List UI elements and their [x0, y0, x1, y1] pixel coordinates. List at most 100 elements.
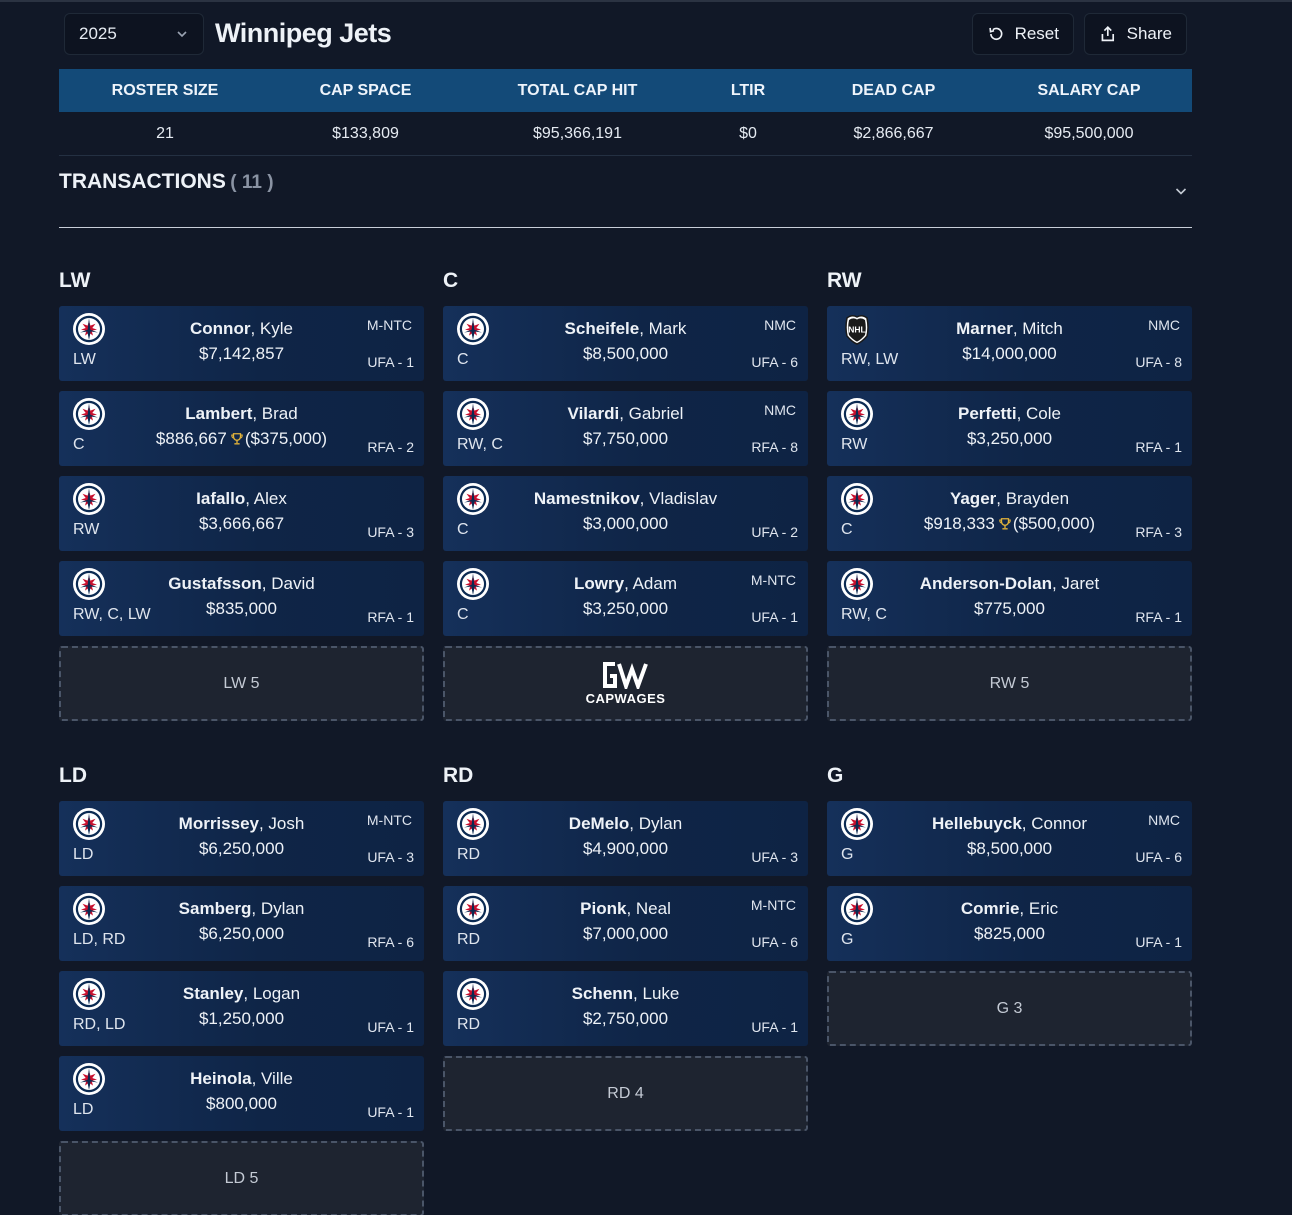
contract-status: UFA - 1	[751, 1019, 798, 1035]
player-first-name: , Ville	[251, 1069, 293, 1088]
player-first-name: , Mitch	[1012, 319, 1063, 338]
contract-status: RFA - 1	[367, 609, 414, 625]
player-card[interactable]: LD, RD Samberg, Dylan $6,250,000 RFA - 6	[59, 886, 424, 961]
cap-hit-value: $7,000,000	[582, 924, 669, 943]
player-positions: RD, LD	[73, 1016, 126, 1033]
player-card[interactable]: RD DeMelo, Dylan $4,900,000 UFA - 3	[443, 801, 808, 876]
contract-status: UFA - 1	[367, 354, 414, 370]
jets-logo-icon	[841, 808, 873, 840]
player-card[interactable]: RW Perfetti, Cole $3,250,000 RFA - 1	[827, 391, 1192, 466]
player-cap-hit: $7,142,857	[59, 344, 424, 364]
player-name: Yager, Brayden	[827, 489, 1192, 509]
player-cap-hit: $4,900,000	[443, 839, 808, 859]
player-card[interactable]: C Namestnikov, Vladislav $3,000,000 UFA - 2	[443, 476, 808, 551]
player-last-name: Connor	[190, 319, 251, 338]
cap-hit-value: $8,500,000	[966, 839, 1053, 858]
player-name: DeMelo, Dylan	[443, 814, 808, 834]
player-name: Pionk, Neal	[443, 899, 808, 919]
jets-logo-icon	[841, 398, 873, 430]
player-card[interactable]: RD Schenn, Luke $2,750,000 UFA - 1	[443, 971, 808, 1046]
cap-hit-value: $800,000	[206, 1094, 277, 1113]
player-card[interactable]: RD Pionk, Neal $7,000,000 M-NTC UFA - 6	[443, 886, 808, 961]
player-cap-hit: $918,333 ($500,000)	[827, 514, 1192, 534]
player-card[interactable]: RW, C, LW Gustafsson, David $835,000 RFA - …	[59, 561, 424, 636]
empty-slot-g[interactable]: G 3	[827, 971, 1192, 1046]
player-card[interactable]: C Scheifele, Mark $8,500,000 NMC UFA - 6	[443, 306, 808, 381]
player-card[interactable]: LD Morrissey, Josh $6,250,000 M-NTC UFA - 3	[59, 801, 424, 876]
contract-status: UFA - 3	[367, 849, 414, 865]
player-positions: C	[457, 606, 469, 623]
top-border	[0, 0, 1292, 2]
cap-hit-value: $1,250,000	[198, 1009, 285, 1028]
performance-bonus: ($375,000)	[244, 429, 328, 448]
contract-clause-badge: M-NTC	[366, 317, 412, 333]
player-last-name: Gustafsson	[168, 574, 262, 593]
contract-clause-badge: M-NTC	[750, 897, 796, 913]
empty-slot-rw[interactable]: RW 5	[827, 646, 1192, 721]
player-card[interactable]: G Comrie, Eric $825,000 UFA - 1	[827, 886, 1192, 961]
cap-hit-value: $775,000	[974, 599, 1045, 618]
group-lw: LW LW Connor, Kyle $7,142,857 M-NTC UFA - 1 C…	[59, 270, 424, 721]
cap-hit-value: $6,250,000	[198, 924, 285, 943]
player-card[interactable]: RW, C Anderson-Dolan, Jaret $775,000 RFA - …	[827, 561, 1192, 636]
player-card[interactable]: RW, C Vilardi, Gabriel $7,750,000 NMC RFA - …	[443, 391, 808, 466]
cap-hit-value: $7,750,000	[582, 429, 669, 448]
jets-logo-icon	[73, 808, 105, 840]
player-card[interactable]: C Yager, Brayden $918,333 ($500,000) RFA - 3	[827, 476, 1192, 551]
cap-hit-value: $3,250,000	[582, 599, 669, 618]
chevron-down-icon	[1175, 188, 1187, 195]
jets-logo-icon	[457, 978, 489, 1010]
dead-cap-value: $2,866,667	[853, 124, 934, 142]
player-last-name: Lambert	[185, 404, 253, 423]
player-last-name: Perfetti	[958, 404, 1017, 423]
player-positions: LD, RD	[73, 931, 126, 948]
cap-hit-value: $2,750,000	[582, 1009, 669, 1028]
empty-slot-lw[interactable]: LW 5	[59, 646, 424, 721]
empty-slot-ld[interactable]: LD 5	[59, 1141, 424, 1215]
transactions-toggle[interactable]: TRANSACTIONS ( 11 )	[59, 170, 1192, 228]
player-card[interactable]: NHL RW, LW Marner, Mitch $14,000,000 NMC UFA …	[827, 306, 1192, 381]
player-card[interactable]: RW Iafallo, Alex $3,666,667 UFA - 3	[59, 476, 424, 551]
player-card[interactable]: C Lambert, Brad $886,667 ($375,000) RFA - 2	[59, 391, 424, 466]
player-first-name: , Connor	[1021, 814, 1087, 833]
player-positions: RW, LW	[841, 351, 899, 368]
player-card-list: LW Connor, Kyle $7,142,857 M-NTC UFA - 1 C Lam…	[59, 306, 424, 636]
player-name: Anderson-Dolan, Jaret	[827, 574, 1192, 594]
player-first-name: , Jaret	[1051, 574, 1100, 593]
reset-icon	[989, 27, 1003, 41]
player-last-name: Anderson-Dolan	[919, 574, 1052, 593]
cap-hit-value: $8,500,000	[582, 344, 669, 363]
player-cap-hit: $800,000	[59, 1094, 424, 1114]
player-card[interactable]: RD, LD Stanley, Logan $1,250,000 UFA - 1	[59, 971, 424, 1046]
share-button[interactable]: Share	[1084, 13, 1187, 55]
jets-logo-icon	[841, 568, 873, 600]
page-header: 2025 Winnipeg Jets Reset Share	[64, 13, 1187, 55]
player-first-name: , Dylan	[251, 899, 305, 918]
player-last-name: Scheifele	[564, 319, 640, 338]
player-last-name: DeMelo	[568, 814, 630, 833]
contract-status: UFA - 1	[751, 609, 798, 625]
player-card[interactable]: C Lowry, Adam $3,250,000 M-NTC UFA - 1	[443, 561, 808, 636]
header-dead-cap: DEAD CAP	[851, 81, 936, 99]
year-select[interactable]: 2025	[64, 13, 204, 55]
player-cap-hit: $7,750,000	[443, 429, 808, 449]
reset-button[interactable]: Reset	[972, 13, 1074, 55]
player-card[interactable]: LW Connor, Kyle $7,142,857 M-NTC UFA - 1	[59, 306, 424, 381]
reset-button-label: Reset	[1014, 24, 1059, 43]
player-card[interactable]: LD Heinola, Ville $800,000 UFA - 1	[59, 1056, 424, 1131]
capwages-wordmark: CAPWAGES	[585, 691, 666, 706]
cap-hit-value: $835,000	[206, 599, 277, 618]
contract-status: RFA - 2	[367, 439, 414, 455]
player-name: Morrissey, Josh	[59, 814, 424, 834]
player-cap-hit: $7,000,000	[443, 924, 808, 944]
player-card[interactable]: G Hellebuyck, Connor $8,500,000 NMC UFA - 6	[827, 801, 1192, 876]
player-cap-hit: $3,250,000	[827, 429, 1192, 449]
capwages-brand-slot: CAPWAGES	[443, 646, 808, 721]
group-c: C C Scheifele, Mark $8,500,000 NMC UFA - 6 RW…	[443, 270, 808, 721]
empty-slot-rd[interactable]: RD 4	[443, 1056, 808, 1131]
total-cap-hit-value: $95,366,191	[533, 124, 622, 142]
player-positions: G	[841, 846, 854, 863]
jets-logo-icon	[841, 893, 873, 925]
player-name: Perfetti, Cole	[827, 404, 1192, 424]
player-first-name: , David	[261, 574, 315, 593]
